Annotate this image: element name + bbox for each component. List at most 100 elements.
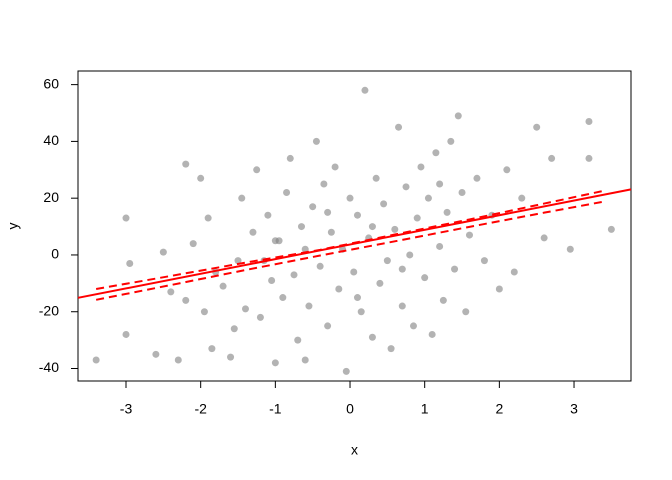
point: [473, 174, 481, 182]
point: [454, 112, 462, 120]
point: [346, 194, 354, 202]
point: [182, 160, 190, 168]
point: [353, 294, 361, 302]
point: [271, 359, 279, 367]
point: [357, 308, 365, 316]
point: [297, 223, 305, 231]
point: [372, 174, 380, 182]
confidence-band: [95, 200, 605, 301]
point: [421, 274, 429, 282]
point: [182, 296, 190, 304]
point: [436, 180, 444, 188]
point: [189, 240, 197, 248]
point: [234, 257, 242, 265]
point: [391, 225, 399, 233]
point: [368, 333, 376, 341]
point: [122, 214, 130, 222]
point: [402, 183, 410, 191]
point: [387, 345, 395, 353]
point: [376, 279, 384, 287]
point: [480, 257, 488, 265]
point: [256, 313, 264, 321]
point: [200, 308, 208, 316]
point: [324, 322, 332, 330]
point: [380, 200, 388, 208]
point: [398, 265, 406, 273]
point: [398, 302, 406, 310]
x-tick-label: 1: [421, 401, 429, 417]
point: [264, 211, 272, 219]
point: [548, 154, 556, 162]
point: [126, 259, 134, 267]
point: [417, 163, 425, 171]
point: [518, 194, 526, 202]
point: [413, 214, 421, 222]
point: [383, 257, 391, 265]
point: [585, 118, 593, 126]
point: [451, 265, 459, 273]
y-tick-label: -20: [39, 302, 59, 318]
x-tick-label: -3: [120, 401, 133, 417]
point: [353, 211, 361, 219]
point: [271, 237, 279, 245]
x-tick-label: -1: [269, 401, 282, 417]
point: [495, 285, 503, 293]
point: [607, 225, 615, 233]
point: [174, 356, 182, 364]
point: [503, 166, 511, 174]
y-tick-label: 0: [51, 246, 59, 262]
point: [219, 282, 227, 290]
confidence-band: [95, 189, 605, 291]
point: [227, 353, 235, 361]
point: [197, 174, 205, 182]
point: [208, 345, 216, 353]
point: [447, 137, 455, 145]
point: [92, 356, 100, 364]
y-tick-label: -40: [39, 359, 59, 375]
y-tick-label: 40: [43, 132, 59, 148]
point: [439, 296, 447, 304]
point: [465, 231, 473, 239]
point: [238, 194, 246, 202]
point: [368, 223, 376, 231]
point: [167, 288, 175, 296]
point: [294, 336, 302, 344]
point: [324, 208, 332, 216]
point: [301, 356, 309, 364]
point: [241, 305, 249, 313]
point: [540, 234, 548, 242]
plot-frame: [77, 70, 632, 382]
point: [566, 245, 574, 253]
point: [159, 248, 167, 256]
point: [395, 123, 403, 131]
point: [462, 308, 470, 316]
point: [327, 228, 335, 236]
point: [409, 322, 417, 330]
point: [279, 294, 287, 302]
point: [428, 330, 436, 338]
point: [286, 154, 294, 162]
point: [335, 285, 343, 293]
point: [350, 268, 358, 276]
point: [305, 302, 313, 310]
point: [230, 325, 238, 333]
y-tick-label: 20: [43, 189, 59, 205]
point: [152, 350, 160, 358]
y-tick-label: 60: [43, 75, 59, 91]
point: [204, 214, 212, 222]
point: [320, 180, 328, 188]
x-tick-label: 0: [346, 401, 354, 417]
point: [268, 277, 276, 285]
point: [253, 166, 261, 174]
point: [342, 367, 350, 375]
x-tick-label: 3: [570, 401, 578, 417]
point: [249, 228, 257, 236]
point: [436, 242, 444, 250]
point: [283, 189, 291, 197]
x-tick-label: 2: [495, 401, 503, 417]
point: [361, 86, 369, 94]
x-axis-label: x: [351, 442, 358, 458]
point: [316, 262, 324, 270]
point: [458, 189, 466, 197]
point: [533, 123, 541, 131]
